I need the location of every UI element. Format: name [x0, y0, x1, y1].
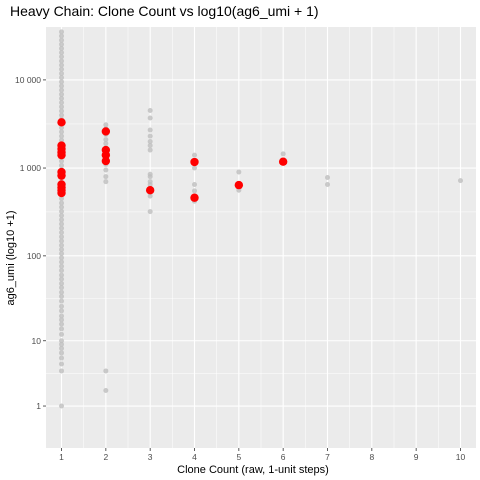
y-tick-label: 1 000 [20, 163, 42, 173]
clone-point [148, 115, 153, 120]
clone-point [192, 182, 197, 187]
clone-point [59, 361, 64, 366]
clone-point [59, 308, 64, 313]
clone-point [59, 356, 64, 361]
clone-point [148, 148, 153, 153]
x-tick-label: 10 [456, 452, 466, 462]
clone-point [103, 179, 108, 184]
highlighted-clone-point [190, 158, 198, 166]
clone-point [59, 299, 64, 304]
highlighted-clone-point [146, 186, 154, 194]
clone-point [148, 134, 153, 139]
clone-point [59, 247, 64, 252]
clone-point [59, 326, 64, 331]
clone-point [148, 209, 153, 214]
clone-point [192, 188, 197, 193]
clone-point [59, 313, 64, 318]
clone-point [148, 139, 153, 144]
x-tick-label: 1 [59, 452, 64, 462]
clone-point [325, 182, 330, 187]
x-tick-label: 7 [325, 452, 330, 462]
x-axis: 1 2 3 4 5 6 7 8 9 10 [59, 448, 465, 462]
highlighted-clone-point [235, 181, 243, 189]
clone-point [103, 388, 108, 393]
clone-point [59, 338, 64, 343]
clone-point [148, 108, 153, 113]
clone-point [59, 273, 64, 278]
y-axis-title: ag6_umi (log10 +1) [5, 210, 17, 305]
clone-point [325, 175, 330, 180]
y-tick-label: 10 000 [15, 75, 41, 85]
clone-point [59, 404, 64, 409]
clone-point [148, 179, 153, 184]
clone-point [103, 368, 108, 373]
clone-point [281, 151, 286, 156]
highlighted-clone-point [57, 189, 65, 197]
clone-point [59, 71, 64, 76]
clone-point [192, 153, 197, 158]
highlighted-clone-point [279, 157, 287, 165]
clone-point [148, 172, 153, 177]
clone-point [103, 137, 108, 142]
chart-title: Heavy Chain: Clone Count vs log10(ag6_um… [10, 3, 319, 19]
highlighted-clone-point [57, 118, 65, 126]
clone-point [148, 128, 153, 133]
clone-point [458, 178, 463, 183]
highlighted-clone-point [57, 151, 65, 159]
clone-point [59, 163, 64, 168]
x-tick-label: 5 [236, 452, 241, 462]
clone-point [59, 213, 64, 218]
clone-point [59, 304, 64, 309]
clone-point [59, 290, 64, 295]
x-tick-label: 9 [414, 452, 419, 462]
x-tick-label: 8 [369, 452, 374, 462]
clone-point [103, 122, 108, 127]
highlighted-clone-point [102, 127, 110, 135]
clone-point [59, 201, 64, 206]
y-tick-label: 10 [32, 336, 42, 346]
clone-point [59, 234, 64, 239]
highlighted-clone-point [190, 194, 198, 202]
clone-point [59, 209, 64, 214]
highlighted-clone-point [102, 157, 110, 165]
x-tick-label: 3 [148, 452, 153, 462]
clone-point [192, 166, 197, 171]
clone-point [59, 332, 64, 337]
clone-point [59, 322, 64, 327]
clone-point [236, 170, 241, 175]
x-axis-title: Clone Count (raw, 1-unit steps) [177, 464, 329, 476]
clone-point [59, 29, 64, 34]
clone-point [59, 281, 64, 286]
y-tick-label: 100 [27, 251, 41, 261]
y-tick-label: 1 [36, 401, 41, 411]
x-tick-label: 4 [192, 452, 197, 462]
y-axis: 1 10 100 1 000 10 000 [15, 75, 46, 411]
x-tick-label: 6 [281, 452, 286, 462]
clone-point [59, 368, 64, 373]
clone-point [59, 243, 64, 248]
clone-point [103, 167, 108, 172]
clone-point [59, 230, 64, 235]
clone-point [103, 174, 108, 179]
clone-point [59, 350, 64, 355]
highlighted-clone-point [57, 171, 65, 179]
x-tick-label: 2 [103, 452, 108, 462]
